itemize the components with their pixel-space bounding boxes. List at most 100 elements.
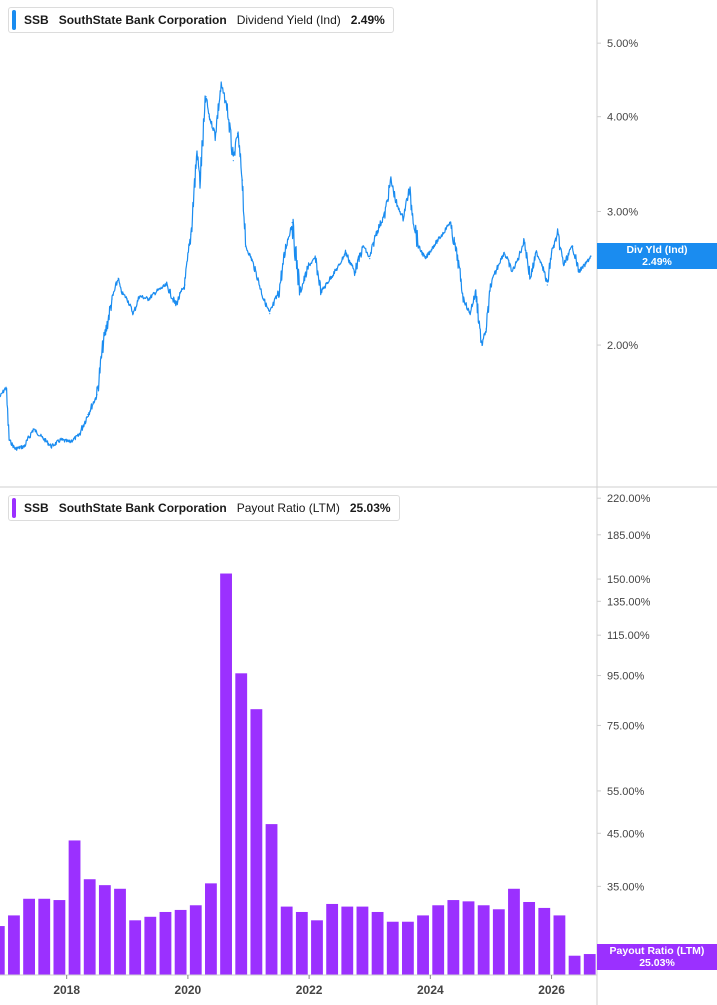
- yield-data-point: [384, 213, 386, 215]
- payout-bar: [250, 709, 263, 975]
- yield-data-point: [196, 150, 198, 153]
- payout-bar: [280, 906, 293, 975]
- payout-legend: SSB SouthState Bank Corporation Payout R…: [8, 495, 400, 521]
- payout-legend-swatch: [12, 498, 16, 518]
- payout-ratio-plot: [0, 573, 596, 975]
- yield-data-point: [308, 264, 310, 266]
- yield-data-point: [511, 270, 513, 273]
- yield-data-point: [424, 258, 427, 260]
- yield-data-point: [214, 132, 216, 135]
- yield-data-point: [563, 264, 565, 266]
- payout-bar: [508, 888, 520, 975]
- payout-bar: [447, 900, 460, 975]
- x-tick-label: 2022: [296, 983, 323, 997]
- yield-data-point: [126, 298, 128, 300]
- payout-bar: [371, 911, 384, 975]
- yield-data-point: [278, 291, 280, 293]
- yield-data-point: [590, 255, 592, 257]
- yield-data-point: [481, 344, 483, 346]
- yield-data-point: [338, 264, 341, 266]
- yield-data-point: [8, 439, 10, 441]
- yield-data-point: [184, 284, 186, 286]
- yield-data-point: [87, 413, 89, 416]
- yield-tick-label: 4.00%: [607, 112, 638, 124]
- yield-data-point: [269, 313, 271, 315]
- payout-bar: [492, 909, 505, 975]
- yield-data-point: [578, 270, 580, 273]
- payout-bar: [235, 673, 248, 975]
- yield-data-point: [241, 179, 244, 181]
- yield-data-point: [78, 434, 80, 437]
- yield-tag-value: 2.49%: [642, 256, 672, 269]
- yield-data-point: [232, 160, 234, 162]
- payout-legend-metric: Payout Ratio (LTM): [236, 501, 340, 515]
- x-tick-label: 2020: [175, 983, 202, 997]
- payout-legend-value: 25.03%: [349, 501, 391, 515]
- yield-data-point: [0, 396, 1, 398]
- payout-bar: [265, 824, 278, 975]
- payout-tick-label: 45.00%: [607, 828, 645, 840]
- yield-tick-label: 2.00%: [607, 340, 638, 352]
- payout-tick-label: 220.00%: [607, 493, 651, 505]
- payout-bar: [220, 573, 232, 975]
- payout-tag-value: 25.03%: [639, 957, 675, 970]
- yield-data-point: [156, 289, 159, 292]
- yield-data-point: [390, 179, 392, 181]
- yield-data-point: [5, 386, 7, 388]
- yield-tag-label: Div Yld (Ind): [626, 244, 688, 257]
- yield-data-point: [132, 313, 134, 315]
- payout-bar: [144, 916, 157, 975]
- payout-bar: [23, 898, 36, 975]
- yield-legend-swatch: [12, 10, 16, 30]
- payout-tick-label: 35.00%: [607, 881, 645, 893]
- payout-bar: [53, 900, 66, 975]
- yield-data-point: [396, 205, 398, 207]
- yield-data-point: [497, 264, 499, 266]
- payout-bar: [205, 883, 217, 975]
- payout-bar: [0, 926, 5, 975]
- yield-data-point: [291, 222, 293, 224]
- yield-data-point: [69, 441, 71, 443]
- yield-data-point: [60, 439, 62, 441]
- yield-data-point: [546, 284, 548, 286]
- payout-tick-label: 135.00%: [607, 596, 651, 608]
- yield-data-point: [175, 304, 177, 306]
- payout-tick-label: 185.00%: [607, 530, 651, 542]
- payout-bar: [432, 905, 445, 975]
- yield-data-point: [190, 233, 192, 235]
- payout-bar: [477, 905, 490, 975]
- yield-data-point: [256, 277, 259, 279]
- yield-data-point: [463, 298, 465, 300]
- yield-data-point: [550, 251, 553, 253]
- yield-data-point: [250, 258, 253, 260]
- yield-data-point: [50, 445, 53, 448]
- payout-bar: [8, 915, 20, 975]
- yield-data-point: [208, 116, 210, 118]
- yield-legend: SSB SouthState Bank Corporation Dividend…: [8, 7, 394, 33]
- payout-bar: [417, 915, 429, 975]
- yield-tick-label: 5.00%: [607, 38, 638, 50]
- yield-data-point: [329, 277, 331, 279]
- yield-data-point: [353, 270, 356, 273]
- yield-data-point: [117, 277, 119, 279]
- yield-data-point: [285, 245, 287, 247]
- yield-data-point: [120, 291, 122, 293]
- payout-value-tag: Payout Ratio (LTM) 25.03%: [597, 944, 717, 971]
- yield-data-point: [96, 394, 98, 396]
- yield-data-point: [244, 245, 247, 247]
- yield-value-tag: Div Yld (Ind) 2.49%: [597, 243, 717, 270]
- payout-legend-company: SouthState Bank Corporation: [58, 501, 227, 515]
- yield-data-point: [344, 251, 347, 253]
- payout-bar: [98, 885, 111, 975]
- payout-bar: [386, 921, 399, 975]
- payout-tag-label: Payout Ratio (LTM): [609, 945, 705, 958]
- yield-data-point: [299, 291, 301, 293]
- yield-data-point: [263, 298, 265, 300]
- yield-data-point: [469, 313, 471, 315]
- payout-bar: [462, 901, 475, 975]
- dividend-yield-plot: [0, 81, 592, 451]
- payout-bar: [174, 909, 187, 975]
- payout-tick-label: 95.00%: [607, 671, 645, 683]
- payout-bar: [189, 905, 202, 975]
